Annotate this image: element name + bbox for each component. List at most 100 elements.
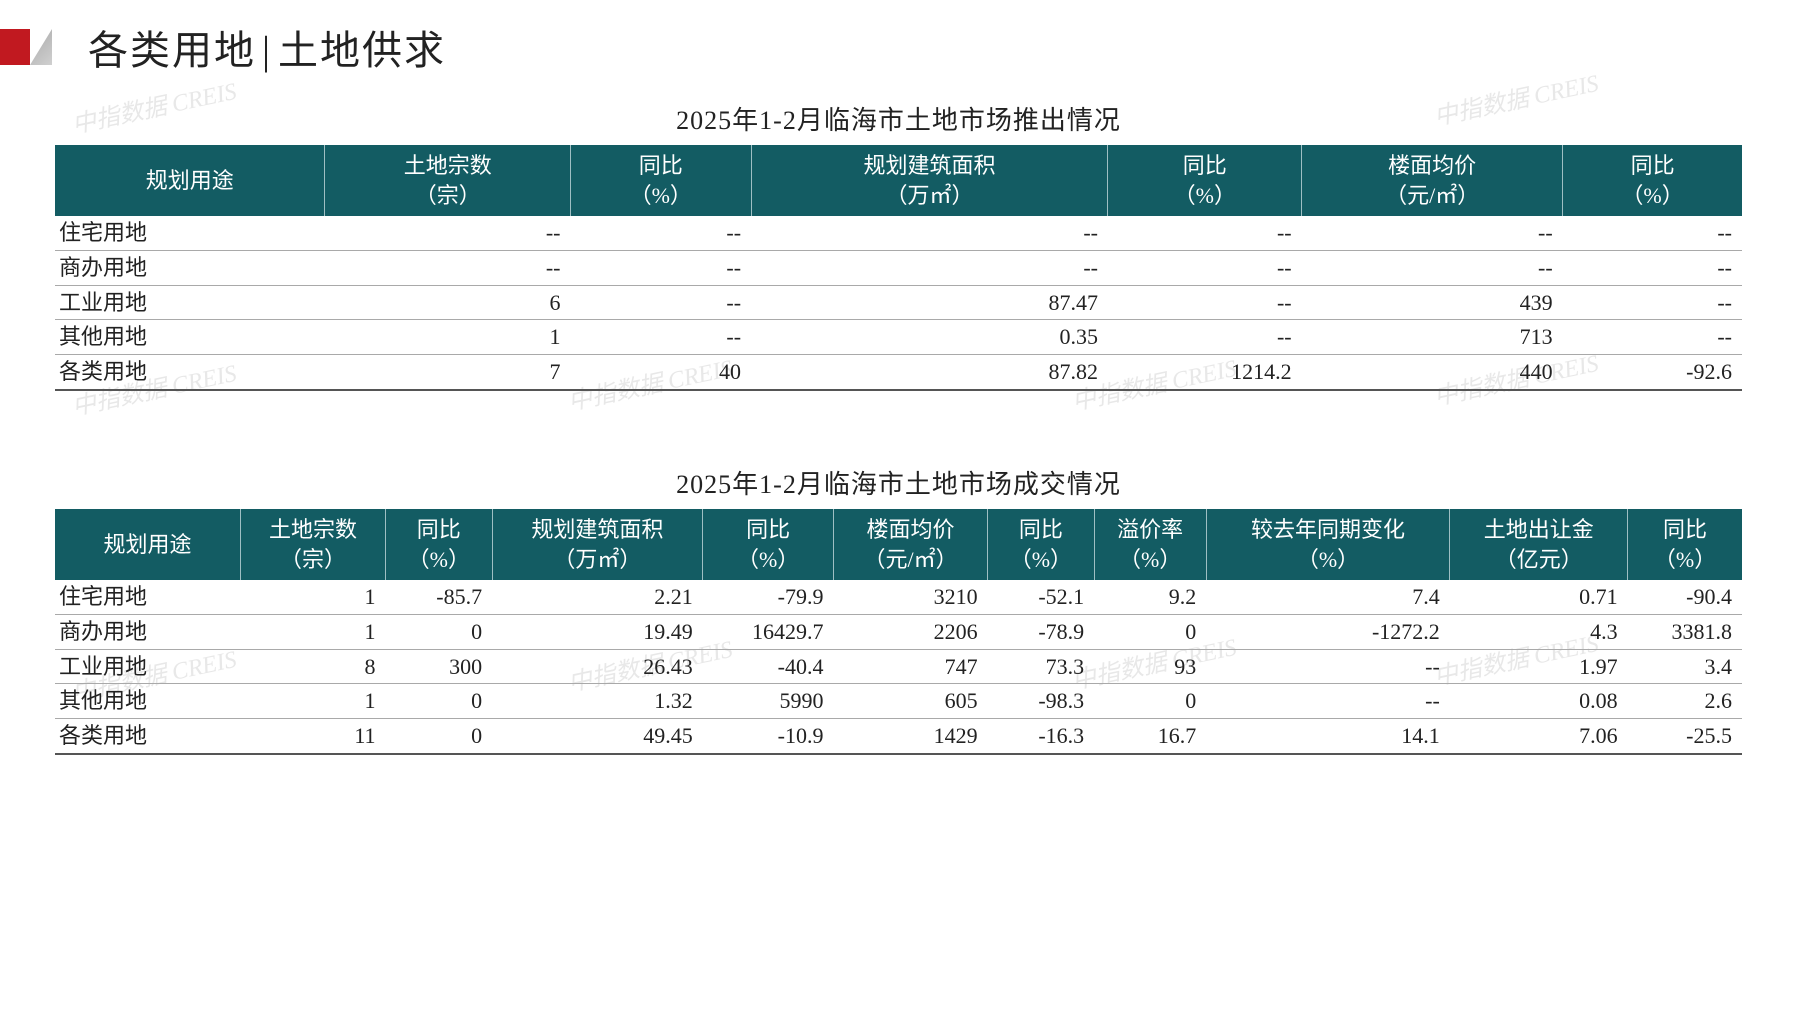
cell-value: -- xyxy=(1206,649,1450,684)
cell-value: -- xyxy=(1563,285,1742,320)
column-header: 同比（%） xyxy=(386,509,493,580)
column-header: 土地宗数（宗） xyxy=(241,509,386,580)
cell-value: 0.35 xyxy=(751,320,1108,355)
row-label: 工业用地 xyxy=(55,285,325,320)
cell-value: -1272.2 xyxy=(1206,615,1450,650)
table-1-title: 2025年1-2月临海市土地市场推出情况 xyxy=(55,100,1742,137)
column-header: 土地宗数（宗） xyxy=(325,145,571,216)
cell-value: 0 xyxy=(1094,684,1206,719)
table-row: 工业用地6--87.47--439-- xyxy=(55,285,1742,320)
table-row: 商办用地------------ xyxy=(55,251,1742,286)
cell-value: -90.4 xyxy=(1628,580,1742,614)
accent-gray xyxy=(30,29,52,65)
cell-value: -- xyxy=(1302,216,1563,250)
column-header: 规划建筑面积（万㎡） xyxy=(492,509,703,580)
column-header: 规划建筑面积（万㎡） xyxy=(751,145,1108,216)
column-header: 同比（%） xyxy=(1108,145,1302,216)
row-label: 商办用地 xyxy=(55,251,325,286)
column-header: 规划用途 xyxy=(55,145,325,216)
cell-value: 93 xyxy=(1094,649,1206,684)
cell-value: -- xyxy=(1108,251,1302,286)
cell-value: -- xyxy=(751,251,1108,286)
cell-value: 1 xyxy=(241,580,386,614)
cell-value: 439 xyxy=(1302,285,1563,320)
cell-value: 2.21 xyxy=(492,580,703,614)
column-header: 溢价率（%） xyxy=(1094,509,1206,580)
cell-value: -40.4 xyxy=(703,649,834,684)
cell-value: 1.32 xyxy=(492,684,703,719)
cell-value: -- xyxy=(1108,216,1302,250)
cell-value: 0 xyxy=(386,719,493,754)
cell-value: 1.97 xyxy=(1450,649,1628,684)
cell-value: -16.3 xyxy=(988,719,1095,754)
cell-value: 87.47 xyxy=(751,285,1108,320)
cell-value: -- xyxy=(1302,251,1563,286)
cell-value: 87.82 xyxy=(751,355,1108,390)
table-row: 各类用地11049.45-10.91429-16.316.714.17.06-2… xyxy=(55,719,1742,754)
cell-value: 1429 xyxy=(834,719,988,754)
column-header: 土地出让金（亿元） xyxy=(1450,509,1628,580)
column-header: 同比（%） xyxy=(1563,145,1742,216)
row-label: 各类用地 xyxy=(55,355,325,390)
column-header: 较去年同期变化（%） xyxy=(1206,509,1450,580)
row-label: 其他用地 xyxy=(55,320,325,355)
table-2-header-row: 规划用途土地宗数（宗）同比（%）规划建筑面积（万㎡）同比（%）楼面均价（元/㎡）… xyxy=(55,509,1742,580)
page-title: 各类用地|土地供求 xyxy=(88,18,446,76)
column-header: 同比（%） xyxy=(703,509,834,580)
cell-value: -- xyxy=(325,251,571,286)
cell-value: 3.4 xyxy=(1628,649,1742,684)
cell-value: 11 xyxy=(241,719,386,754)
cell-value: 19.49 xyxy=(492,615,703,650)
cell-value: 3381.8 xyxy=(1628,615,1742,650)
table-row: 商办用地1019.4916429.72206-78.90-1272.24.333… xyxy=(55,615,1742,650)
cell-value: -- xyxy=(1563,216,1742,250)
row-label: 其他用地 xyxy=(55,684,241,719)
column-header: 楼面均价（元/㎡） xyxy=(834,509,988,580)
cell-value: 6 xyxy=(325,285,571,320)
row-label: 住宅用地 xyxy=(55,580,241,614)
cell-value: -92.6 xyxy=(1563,355,1742,390)
cell-value: 2.6 xyxy=(1628,684,1742,719)
cell-value: 7.06 xyxy=(1450,719,1628,754)
cell-value: 0 xyxy=(1094,615,1206,650)
table-2-body: 住宅用地1-85.72.21-79.93210-52.19.27.40.71-9… xyxy=(55,580,1742,753)
cell-value: -- xyxy=(1108,285,1302,320)
row-label: 各类用地 xyxy=(55,719,241,754)
cell-value: -- xyxy=(570,320,751,355)
column-header: 同比（%） xyxy=(570,145,751,216)
column-header: 同比（%） xyxy=(988,509,1095,580)
title-part-2: 土地供求 xyxy=(278,28,446,73)
header-accent-logo xyxy=(0,29,70,65)
row-label: 住宅用地 xyxy=(55,216,325,250)
cell-value: 440 xyxy=(1302,355,1563,390)
cell-value: -85.7 xyxy=(386,580,493,614)
cell-value: 14.1 xyxy=(1206,719,1450,754)
row-label: 商办用地 xyxy=(55,615,241,650)
row-label: 工业用地 xyxy=(55,649,241,684)
table-row: 工业用地830026.43-40.474773.393--1.973.4 xyxy=(55,649,1742,684)
cell-value: -52.1 xyxy=(988,580,1095,614)
column-header: 同比（%） xyxy=(1628,509,1742,580)
cell-value: -79.9 xyxy=(703,580,834,614)
cell-value: 1 xyxy=(241,615,386,650)
accent-red xyxy=(0,29,30,65)
header-bar: 各类用地|土地供求 xyxy=(0,18,446,76)
cell-value: -- xyxy=(1206,684,1450,719)
cell-value: -- xyxy=(325,216,571,250)
cell-value: 2206 xyxy=(834,615,988,650)
table-1-body: 住宅用地------------商办用地------------工业用地6--8… xyxy=(55,216,1742,389)
cell-value: 4.3 xyxy=(1450,615,1628,650)
table-supply: 规划用途土地宗数（宗）同比（%）规划建筑面积（万㎡）同比（%）楼面均价（元/㎡）… xyxy=(55,145,1742,391)
cell-value: 0.71 xyxy=(1450,580,1628,614)
cell-value: -- xyxy=(1563,320,1742,355)
cell-value: 16.7 xyxy=(1094,719,1206,754)
cell-value: 7 xyxy=(325,355,571,390)
cell-value: -- xyxy=(1108,320,1302,355)
table-row: 住宅用地------------ xyxy=(55,216,1742,250)
cell-value: 747 xyxy=(834,649,988,684)
cell-value: 0 xyxy=(386,615,493,650)
cell-value: -10.9 xyxy=(703,719,834,754)
cell-value: -- xyxy=(570,216,751,250)
cell-value: -- xyxy=(570,251,751,286)
table-row: 其他用地1--0.35--713-- xyxy=(55,320,1742,355)
